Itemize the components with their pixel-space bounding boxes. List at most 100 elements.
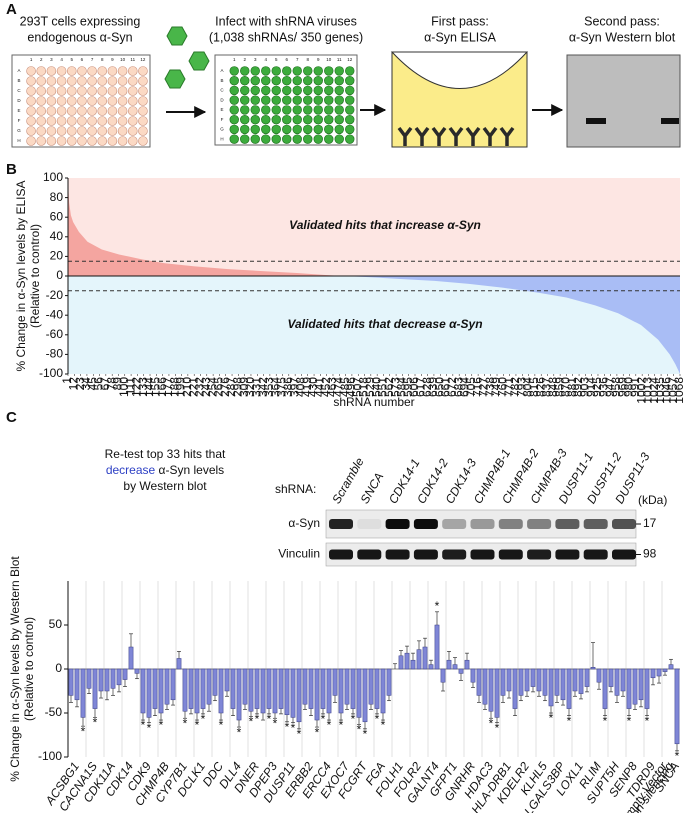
- x-tick-label: 210: [180, 377, 194, 397]
- well: [87, 76, 97, 86]
- well: [240, 66, 250, 76]
- well: [66, 116, 77, 126]
- well: [46, 136, 57, 146]
- well: [56, 66, 67, 76]
- well: [240, 124, 250, 135]
- well: [313, 134, 323, 144]
- plate-column-label: 8: [306, 57, 309, 62]
- plate-column-label: 6: [285, 57, 288, 62]
- plate-column-label: 4: [264, 57, 267, 62]
- bar: [74, 668, 80, 701]
- well: [334, 134, 344, 144]
- x-tick-label: 342: [256, 377, 270, 397]
- bar: [98, 668, 104, 692]
- bar: [284, 668, 290, 716]
- well: [292, 85, 302, 96]
- step-text: 293T cells expressing: [20, 14, 141, 28]
- significance-star: *: [273, 716, 278, 730]
- bar: [578, 668, 584, 694]
- well: [117, 66, 128, 76]
- x-tick-label: 56: [92, 377, 106, 391]
- well: [127, 66, 138, 76]
- bar: [626, 668, 632, 709]
- well: [117, 136, 128, 146]
- well: [313, 75, 323, 86]
- x-tick-label: 628: [420, 377, 434, 397]
- bar: [350, 668, 356, 709]
- well: [229, 124, 239, 135]
- well: [324, 134, 334, 144]
- x-tick-label: 485: [338, 377, 352, 397]
- significance-star: *: [81, 724, 86, 738]
- well: [229, 66, 239, 76]
- well: [229, 85, 239, 96]
- description: by Western blot: [123, 479, 207, 493]
- well: [282, 75, 292, 86]
- bar: [278, 668, 284, 709]
- well: [117, 76, 128, 86]
- significance-star: *: [675, 749, 680, 763]
- bar: [386, 668, 392, 696]
- plate-row-label: A: [220, 68, 223, 73]
- well: [261, 66, 271, 76]
- well: [334, 85, 344, 96]
- significance-star: *: [567, 714, 572, 728]
- band: [329, 549, 353, 560]
- plate-column-label: 1: [30, 57, 33, 62]
- well: [36, 86, 47, 96]
- x-tick-label: 870: [559, 377, 573, 397]
- bar: [170, 668, 176, 701]
- y-tick-label: -80: [46, 347, 64, 361]
- significance-star: *: [267, 712, 272, 726]
- bar: [182, 668, 188, 712]
- bar: [452, 664, 458, 670]
- x-tick-label: 881: [565, 377, 579, 397]
- bar: [110, 668, 116, 689]
- step-text: Second pass:: [584, 14, 660, 28]
- x-tick-label: 969: [615, 377, 629, 397]
- step-text: α-Syn Western blot: [569, 30, 676, 44]
- well: [271, 114, 281, 125]
- bar: [212, 668, 218, 696]
- x-tick-label: 936: [596, 377, 610, 397]
- well: [240, 85, 250, 96]
- x-tick-label: 353: [262, 377, 276, 397]
- well: [66, 66, 77, 76]
- significance-star: *: [315, 725, 320, 739]
- x-tick-label: 364: [268, 377, 282, 397]
- well: [87, 86, 97, 96]
- y-tick-label: -40: [46, 307, 64, 321]
- plate-row-label: C: [17, 88, 21, 93]
- well: [66, 86, 77, 96]
- y-tick-label: 0: [56, 268, 63, 282]
- well: [46, 66, 57, 76]
- significance-star: *: [255, 712, 260, 726]
- x-tick-label: 474: [331, 377, 345, 397]
- plate-row-label: F: [221, 117, 224, 122]
- well: [334, 75, 344, 86]
- well: [46, 76, 57, 86]
- x-tick-label: 584: [395, 377, 409, 397]
- y-tick-label: 40: [50, 229, 64, 243]
- well: [56, 116, 67, 126]
- x-tick-label: 386: [281, 377, 295, 397]
- bar: [260, 668, 266, 714]
- bar: [572, 668, 578, 692]
- bar: [104, 668, 110, 692]
- well: [292, 105, 302, 115]
- well: [138, 116, 148, 126]
- plate-column-label: 7: [91, 57, 94, 62]
- well: [87, 126, 97, 136]
- x-tick-label: 331: [249, 377, 263, 397]
- well: [66, 106, 77, 116]
- well: [26, 96, 36, 106]
- well: [271, 66, 281, 76]
- well: [117, 126, 128, 136]
- well: [97, 86, 108, 96]
- x-tick-label: 78: [104, 377, 118, 391]
- panel-label: C: [6, 409, 17, 426]
- bar: [566, 668, 572, 709]
- well: [250, 114, 260, 125]
- well: [240, 114, 250, 125]
